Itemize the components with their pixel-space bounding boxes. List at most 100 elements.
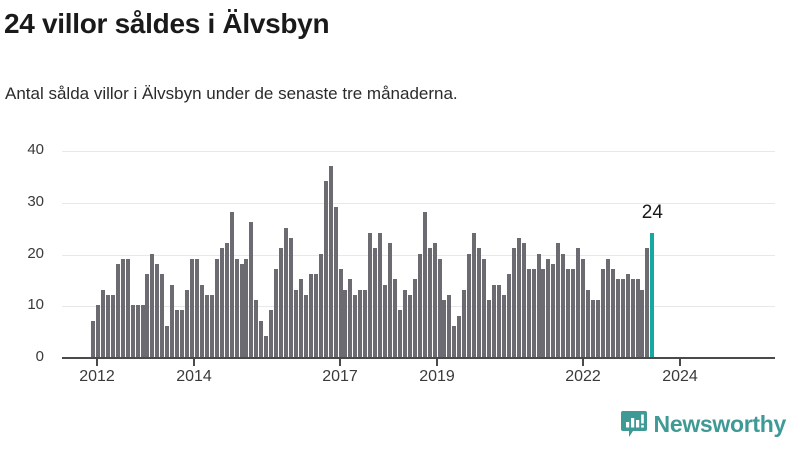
bar [95,305,100,357]
y-axis-tick-label: 20 [27,244,44,262]
bar [442,300,447,357]
bar [571,269,576,357]
bar [561,253,566,357]
bar [343,289,348,357]
bar [209,294,214,357]
bar [521,243,526,357]
bar [155,263,160,357]
bar [120,258,125,357]
bar [531,269,536,357]
bar [462,289,467,357]
bar [491,284,496,357]
bar [284,227,289,357]
bar [214,258,219,357]
bar [190,258,194,357]
bar [516,237,521,357]
bar [170,284,175,357]
bar [635,279,640,357]
chart-subtitle: Antal sålda villor i Älvsbyn under de se… [5,84,458,103]
bar [338,269,343,357]
bar [432,243,437,357]
logo-text: Newsworthy [653,410,787,437]
bar [308,274,313,357]
bar [313,274,318,357]
x-axis-tick-mark [96,359,98,366]
bar [378,232,383,357]
bar [437,258,442,357]
highlight-value-label: 24 [641,201,663,223]
bar [199,284,204,357]
bar [328,165,333,357]
bar [467,253,472,357]
bar [412,279,417,357]
bar [293,289,298,357]
bar [576,248,581,357]
bar [348,279,353,357]
bar [100,289,105,357]
x-axis-tick-mark [436,359,438,366]
bar [303,294,308,357]
bar [130,305,135,357]
bar [254,300,259,357]
bar [318,253,323,357]
bar [289,237,293,357]
bar [219,248,224,357]
bar [586,289,590,357]
bar [160,274,165,357]
gridline [62,151,775,152]
bar [477,248,482,357]
bar [279,248,284,357]
x-axis-tick-label: 2017 [322,368,358,385]
bar [363,289,368,357]
bar [506,274,511,357]
bar [353,294,358,357]
bar [368,232,373,357]
y-axis-tick-label: 40 [27,141,44,158]
bar [595,300,600,357]
x-axis-tick-mark [679,359,681,366]
bar [244,258,249,357]
bar [457,315,462,357]
bar [605,258,610,357]
bar [590,300,595,357]
bar [556,243,561,357]
y-axis-tick-label: 30 [27,192,44,210]
bar [145,274,150,357]
x-axis-tick-mark [339,359,341,366]
page-title: 24 villor såldes i Älvsbyn [4,8,330,39]
bar [333,206,338,357]
bar [452,325,457,357]
bar [447,294,452,357]
bar [392,279,397,357]
y-axis-tick-label: 0 [35,348,44,365]
bar [135,305,140,357]
bar [536,253,541,357]
bar [125,258,130,357]
bar [496,284,501,357]
bar [397,310,402,357]
bar [630,279,635,357]
bar [566,269,571,357]
bar [229,212,234,357]
bar [511,248,516,357]
bar [269,310,274,357]
bar [259,320,264,357]
bar [625,274,630,357]
gridline [62,202,775,204]
bar [615,279,620,357]
bar [581,258,586,357]
bar [373,248,378,357]
bar [194,258,199,357]
bar [407,294,412,357]
bar [110,294,115,357]
bar [115,263,120,357]
bar [224,243,229,357]
bar [234,258,239,357]
bar [185,289,190,357]
bar [526,269,531,357]
x-axis-tick-label: 2014 [176,368,212,385]
bar [427,248,432,357]
bar [249,222,254,357]
